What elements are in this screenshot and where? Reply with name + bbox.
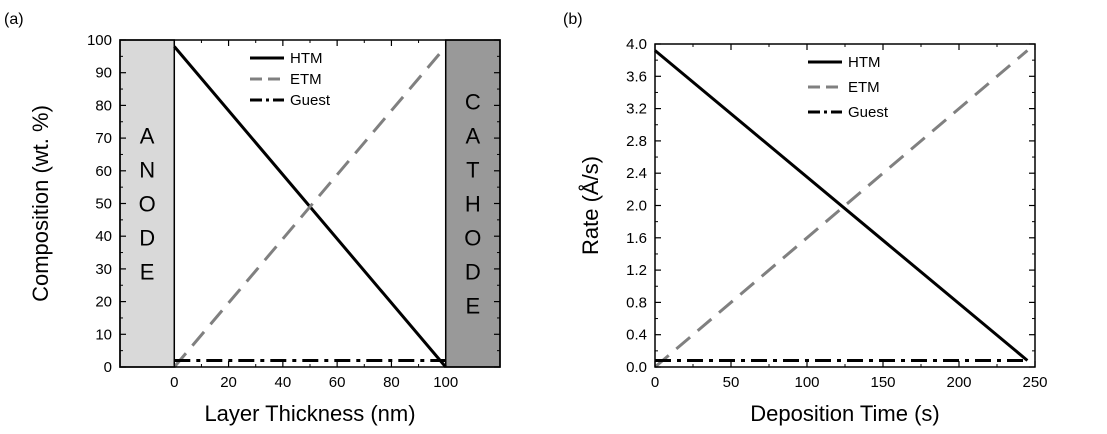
chart-panel-b: 0 50 100 150 200 250 0.0 0.4 0.8 1.2 1.6 2.0 2.4 2.8 3… xyxy=(563,11,1048,426)
legend-label-htm: HTM xyxy=(848,54,881,71)
y-tick-label: 10 xyxy=(95,326,112,343)
cathode-letter: C xyxy=(465,90,481,115)
series-line-etm xyxy=(654,49,1029,369)
anode-letter: N xyxy=(139,158,155,183)
x-axis-label: Deposition Time (s) xyxy=(750,401,940,426)
y-tick-label: 40 xyxy=(95,228,112,245)
y-axis-label: Composition (wt. %) xyxy=(28,105,53,302)
y-tick-label: 20 xyxy=(95,294,112,311)
x-tick-label: 20 xyxy=(220,374,237,391)
legend-label-guest: Guest xyxy=(290,92,331,109)
x-tick-label: 100 xyxy=(433,374,458,391)
y-tick-label: 0.0 xyxy=(626,359,647,376)
cathode-letter: E xyxy=(466,294,481,319)
anode-letter: E xyxy=(140,260,155,285)
y-tick-label: 2.0 xyxy=(626,198,647,215)
y-tick-label: 3.6 xyxy=(626,68,647,85)
x-tick-label: 150 xyxy=(870,374,895,391)
y-tick-label: 30 xyxy=(95,261,112,278)
series-line-htm xyxy=(654,49,1029,362)
anode-letter: A xyxy=(140,124,155,149)
plot-frame xyxy=(119,39,501,368)
y-tick-label: 80 xyxy=(95,97,112,114)
cathode-letter: T xyxy=(466,158,479,183)
anode-letter: O xyxy=(139,192,156,217)
anode-letter: D xyxy=(139,226,155,251)
y-tick-label: 3.2 xyxy=(626,101,647,118)
y-tick-label: 0.4 xyxy=(626,327,647,344)
legend-label-etm: ETM xyxy=(290,71,322,88)
cathode-letter: D xyxy=(465,260,481,285)
x-tick-label: 40 xyxy=(275,374,292,391)
y-tick-label: 4.0 xyxy=(626,36,647,53)
cathode-letter: A xyxy=(466,124,481,149)
y-tick-label: 1.2 xyxy=(626,262,647,279)
legend-label-guest: Guest xyxy=(848,104,889,121)
y-tick-label: 100 xyxy=(87,32,112,49)
x-tick-label: 200 xyxy=(946,374,971,391)
legend-label-htm: HTM xyxy=(290,50,323,67)
cathode-letter: H xyxy=(465,192,481,217)
y-tick-label: 90 xyxy=(95,65,112,82)
x-tick-label: 0 xyxy=(651,374,659,391)
x-tick-label: 250 xyxy=(1022,374,1047,391)
series-line-etm xyxy=(173,45,447,368)
y-tick-label: 0 xyxy=(104,359,112,376)
y-tick-label: 2.4 xyxy=(626,165,647,182)
y-tick-label: 2.8 xyxy=(626,133,647,150)
anode-region xyxy=(119,39,176,368)
y-tick-label: 1.6 xyxy=(626,230,647,247)
x-tick-label: 60 xyxy=(329,374,346,391)
y-tick-label: 70 xyxy=(95,130,112,147)
y-tick-label: 50 xyxy=(95,196,112,213)
y-axis-label: Rate (Å/s) xyxy=(578,156,603,255)
y-tick-label: 0.8 xyxy=(626,294,647,311)
panel-label: (b) xyxy=(563,11,583,28)
y-tick-label: 60 xyxy=(95,163,112,180)
x-tick-label: 100 xyxy=(794,374,819,391)
x-tick-label: 80 xyxy=(383,374,400,391)
x-axis-label: Layer Thickness (nm) xyxy=(204,401,415,426)
x-tick-label: 50 xyxy=(723,374,740,391)
legend-label-etm: ETM xyxy=(848,79,880,96)
cathode-region xyxy=(444,39,501,368)
panel-label: (a) xyxy=(4,11,24,28)
x-tick-label: 0 xyxy=(170,374,178,391)
cathode-letter: O xyxy=(464,226,481,251)
